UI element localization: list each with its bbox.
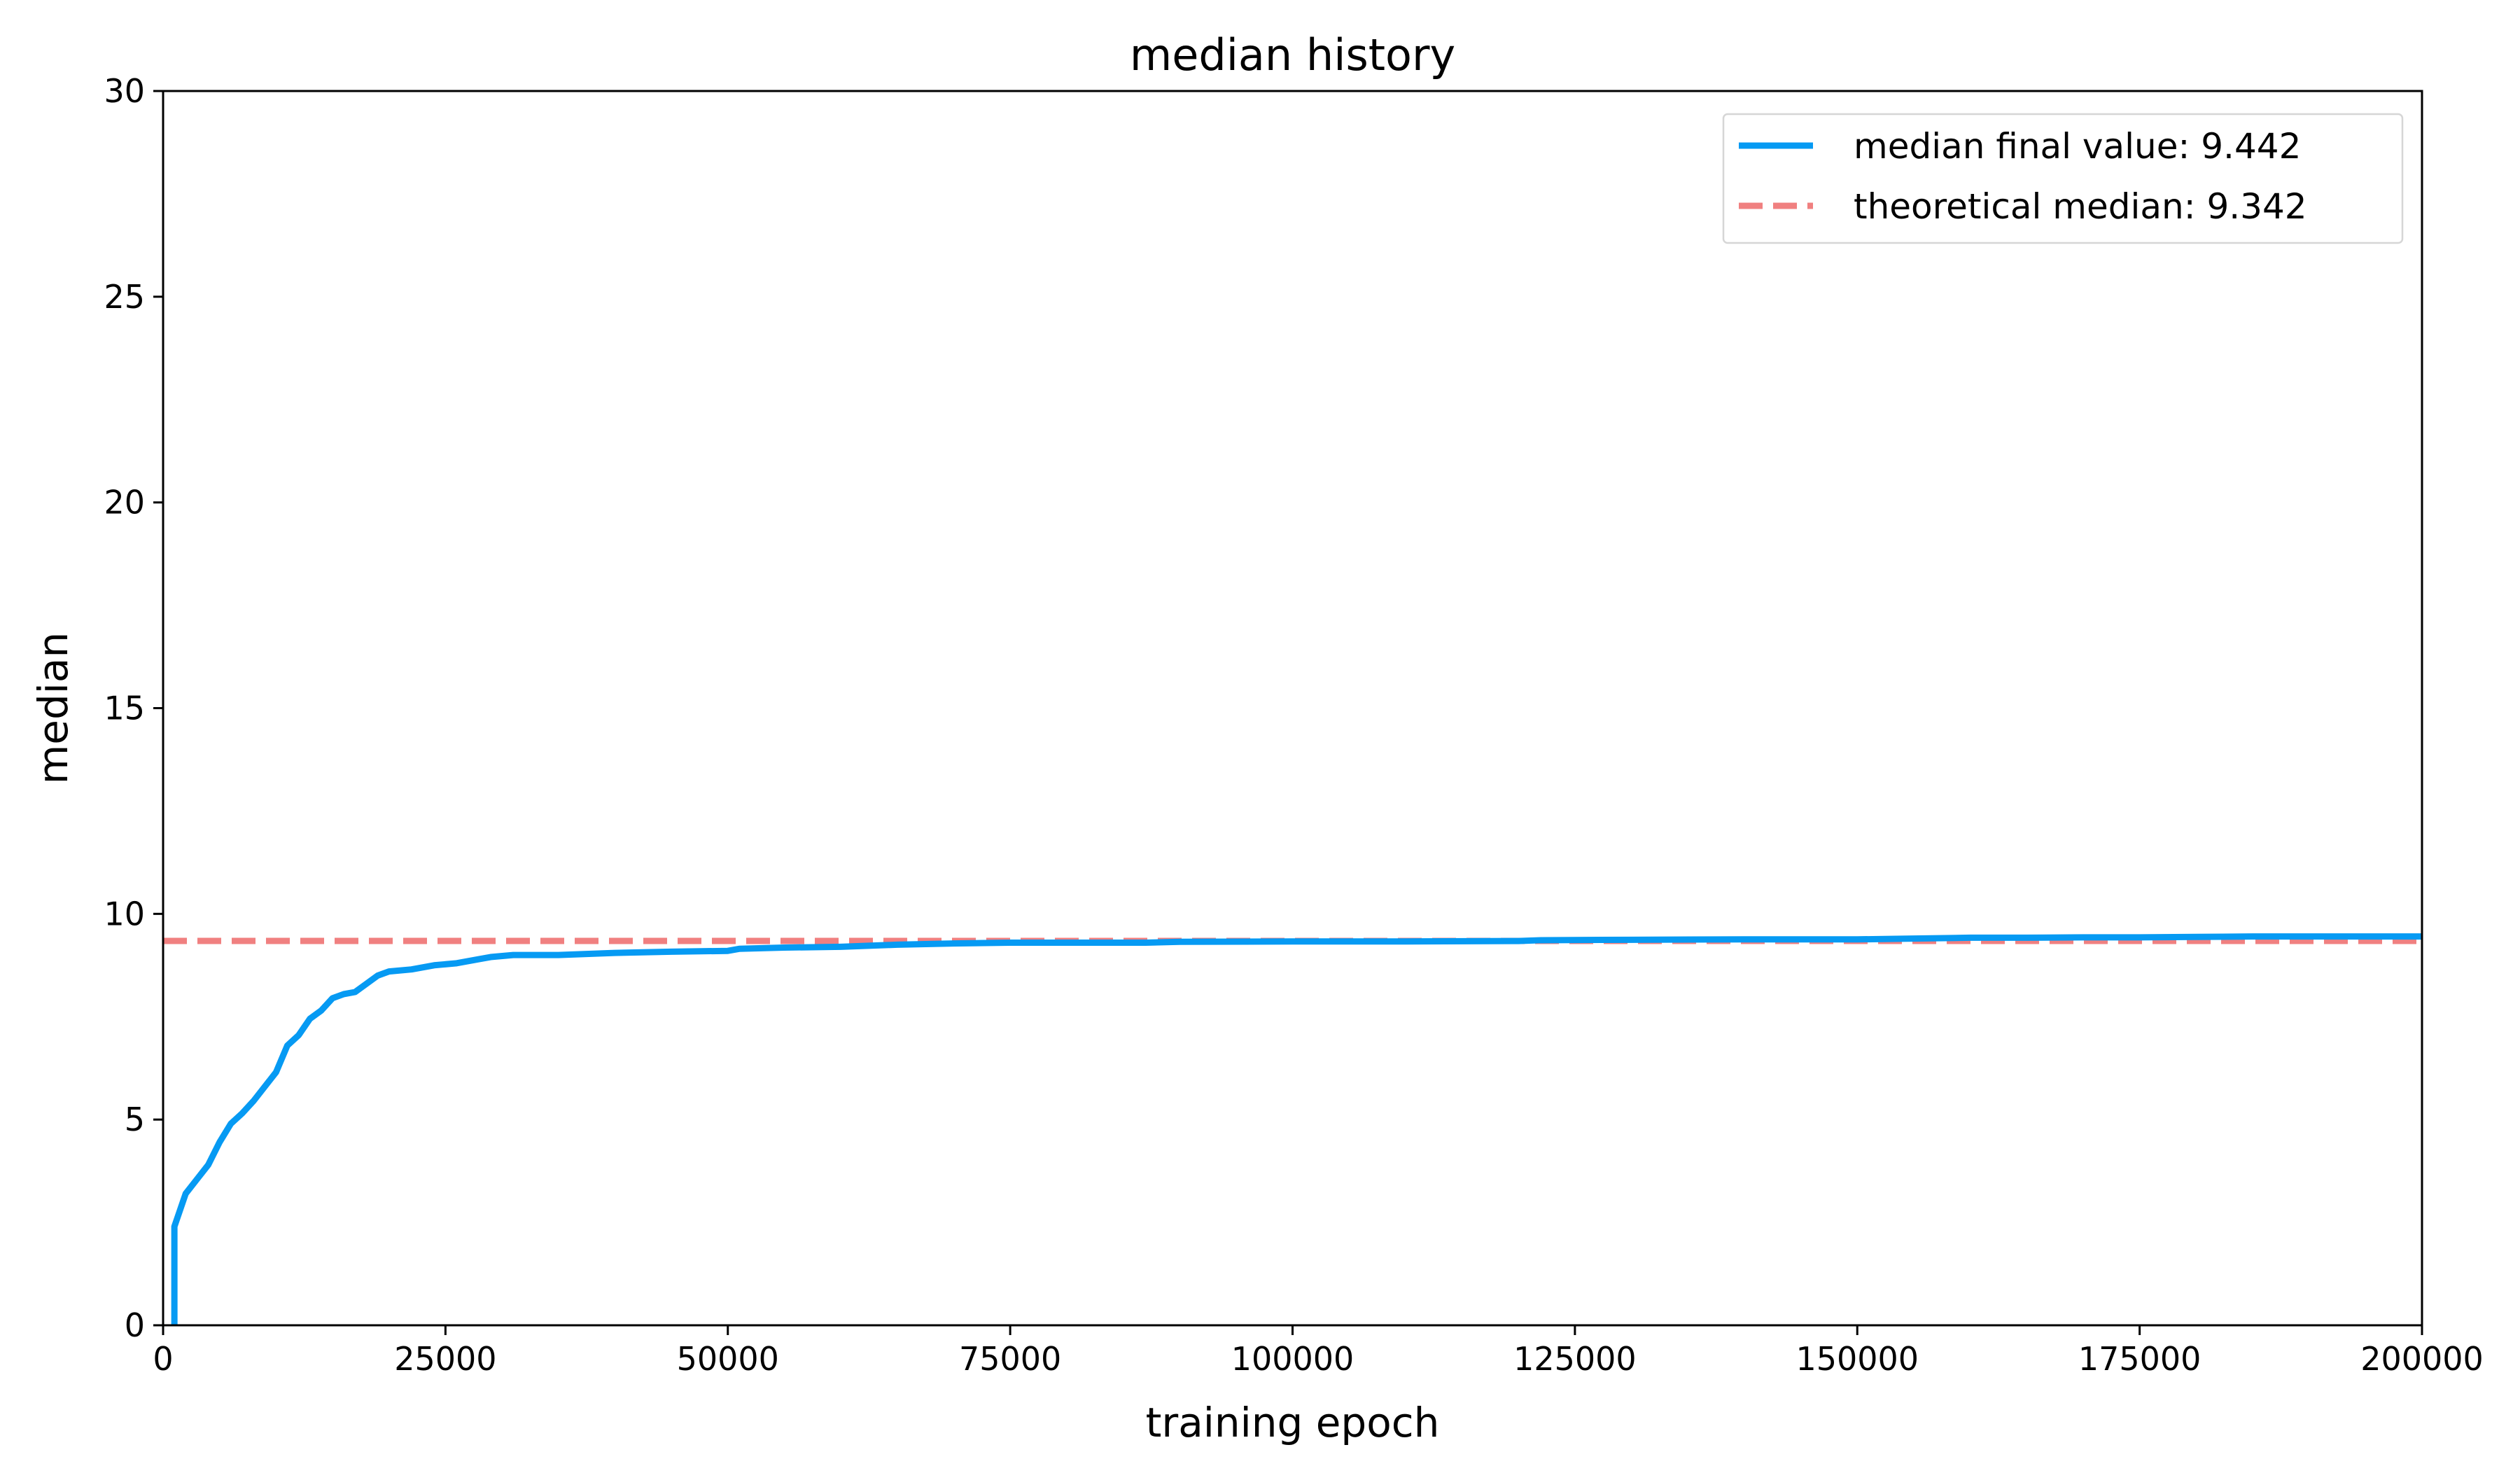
x-tick-label: 175000 [2078, 1340, 2202, 1378]
y-axis-ticks: 0 5 10 15 20 25 30 [104, 72, 163, 1344]
y-tick-label: 25 [104, 278, 145, 316]
x-tick-label: 0 [153, 1340, 173, 1378]
plot-data-layer [163, 933, 2422, 1325]
x-axis-label: training epoch [1146, 1399, 1440, 1446]
x-tick-label: 25000 [394, 1340, 496, 1378]
x-tick-label: 50000 [677, 1340, 779, 1378]
x-tick-label: 75000 [959, 1340, 1061, 1378]
x-tick-label: 200000 [2360, 1340, 2484, 1378]
y-tick-label: 20 [104, 484, 145, 522]
plot-frame [162, 90, 2423, 1327]
y-tick-label: 0 [125, 1306, 145, 1344]
legend-box [1722, 113, 2404, 244]
x-tick-label: 150000 [1795, 1340, 1919, 1378]
x-axis-ticks: 0 25000 50000 75000 100000 125000 150000 175000… [153, 1325, 2484, 1378]
legend: median final value: 9.442 theoretical me… [1722, 113, 2404, 244]
series-line-0 [171, 933, 2422, 1325]
y-tick-label: 15 [104, 690, 145, 727]
y-tick-label: 5 [125, 1101, 145, 1138]
chart-title: median history [1130, 29, 1455, 81]
x-tick-label: 100000 [1231, 1340, 1354, 1378]
legend-entry-median-final-value: median final value: 9.442 [1854, 126, 2301, 167]
y-axis-label: median [29, 632, 77, 784]
x-tick-label: 125000 [1513, 1340, 1637, 1378]
y-tick-label: 10 [104, 895, 145, 933]
y-tick-label: 30 [104, 72, 145, 110]
legend-entry-theoretical-median: theoretical median: 9.342 [1854, 186, 2307, 227]
